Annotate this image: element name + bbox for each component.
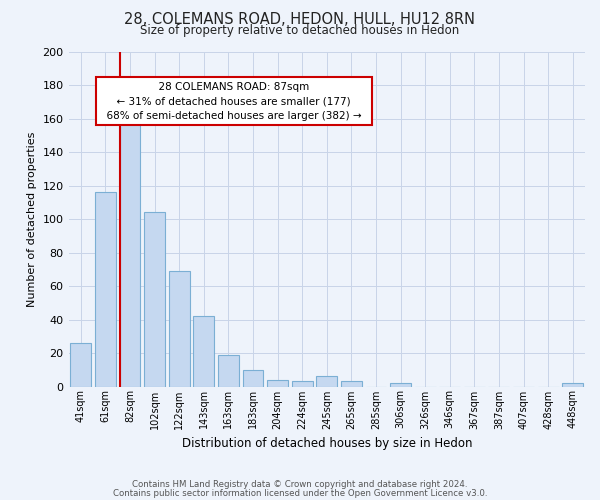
Bar [95, 192, 116, 386]
Bar [119, 112, 140, 386]
Text: 28, COLEMANS ROAD, HEDON, HULL, HU12 8RN: 28, COLEMANS ROAD, HEDON, HULL, HU12 8RN [125, 12, 476, 28]
Bar [562, 383, 583, 386]
Bar [193, 316, 214, 386]
Y-axis label: Number of detached properties: Number of detached properties [27, 132, 37, 306]
Bar [292, 382, 313, 386]
Text: 28 COLEMANS ROAD: 87sqm  
  ← 31% of detached houses are smaller (177)  
  68% o: 28 COLEMANS ROAD: 87sqm ← 31% of detache… [100, 82, 368, 122]
Text: Contains HM Land Registry data © Crown copyright and database right 2024.: Contains HM Land Registry data © Crown c… [132, 480, 468, 489]
Bar [341, 382, 362, 386]
Bar [316, 376, 337, 386]
Bar [267, 380, 288, 386]
Bar [218, 354, 239, 386]
Bar [144, 212, 165, 386]
Bar [390, 383, 411, 386]
X-axis label: Distribution of detached houses by size in Hedon: Distribution of detached houses by size … [182, 437, 472, 450]
Bar [242, 370, 263, 386]
Text: Size of property relative to detached houses in Hedon: Size of property relative to detached ho… [140, 24, 460, 37]
Text: Contains public sector information licensed under the Open Government Licence v3: Contains public sector information licen… [113, 488, 487, 498]
Bar [70, 343, 91, 386]
Bar [169, 271, 190, 386]
